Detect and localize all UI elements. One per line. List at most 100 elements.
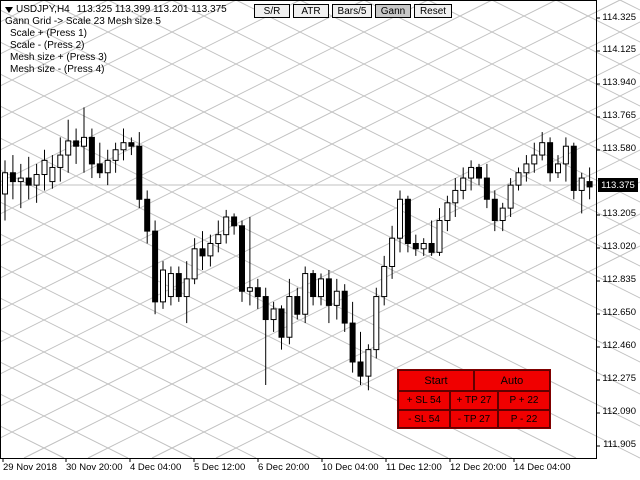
candle-body [231,216,238,227]
gann-grid-line [0,73,640,395]
candle-body [57,154,64,168]
gann-grid-line [23,149,640,459]
start-button[interactable]: Start [398,370,474,391]
symbol-name: USDJPY,H4 [16,4,70,15]
gann-grid-line [0,0,237,119]
candle-body [444,202,451,222]
time-label: 4 Dec 04:00 [130,462,182,473]
candle-body [270,308,277,321]
candle-body [341,290,348,324]
candle-body [215,234,222,244]
bars-button[interactable]: Bars/5 [332,4,372,18]
gann-grid-line [0,0,557,279]
candle-body [278,308,285,338]
candle-body [389,237,396,267]
candle-body [404,198,411,244]
candle-body [302,273,309,315]
gann-grid-line [0,297,321,459]
candle-body [310,273,317,298]
gann-grid-line [0,85,640,407]
candle-body [365,349,372,377]
candle-body [460,177,467,191]
candle-body [586,181,593,188]
candle-body [175,273,182,298]
price-label: 114.325 [602,12,636,23]
candle-body [515,172,522,186]
candle-body [555,163,561,174]
candle-body [325,278,332,306]
candle-body [349,322,356,363]
info-line-gann: Gann Grid -> Scale 23 Mesh size 5 [5,16,161,27]
candle-body [357,361,364,377]
gann-grid-line [555,0,640,43]
candle-body [25,177,32,186]
reset-button[interactable]: Reset [414,4,452,18]
candle-body [239,225,245,292]
symbol-row: USDJPY,H4 113.325 113.399 113.201 113.37… [5,4,227,16]
price-label: 113.940 [602,77,636,88]
axis-ticks [2,17,600,462]
auto-button[interactable]: Auto [474,370,550,391]
time-label: 30 Nov 20:00 [66,462,123,473]
candle-body [428,242,435,253]
price-label: 111.905 [603,439,636,450]
time-label: 14 Dec 04:00 [514,462,571,473]
candle-body [420,242,427,250]
gann-grid-line [0,265,385,459]
gann-grid-line [235,0,640,203]
current-price-label: 113.375 [598,178,638,192]
ohlc-values: 113.325 113.399 113.201 113.375 [76,4,227,15]
chart-frame [0,0,597,459]
price-label: 112.835 [602,274,636,285]
price-label: 112.650 [602,307,636,318]
candle-body [167,273,174,298]
gann-grid-line [0,105,640,427]
candle-body [199,248,206,257]
time-label: 12 Dec 20:00 [450,462,507,473]
tp-minus-button[interactable]: - TP 27 [450,410,498,428]
info-panel: USDJPY,H4 113.325 113.399 113.201 113.37… [5,4,227,76]
candle-body [183,278,190,298]
gann-grid-line [43,0,640,299]
sr-button[interactable]: S/R [254,4,290,18]
candle-body [112,149,119,161]
tp-plus-button[interactable]: + TP 27 [450,391,498,410]
price-label: 113.765 [602,110,636,121]
price-label: 114.125 [602,44,636,55]
indicator-toolbar: S/R ATR Bars/5 Gann Reset [254,4,452,18]
candle-body [397,198,403,239]
candle-body [120,142,127,151]
gann-grid-line [0,0,301,151]
sl-minus-button[interactable]: - SL 54 [398,410,450,428]
candle-body [49,166,56,183]
candle-body [436,220,443,253]
candle-body [96,163,103,174]
candle-body [223,216,230,236]
candle-body [476,166,482,179]
time-label: 6 Dec 20:00 [258,462,310,473]
gann-grid-line [0,0,429,215]
info-line-scale-minus: Scale - (Press 2) [10,40,85,51]
candle-body [144,198,151,232]
dropdown-triangle-icon[interactable] [5,7,13,13]
price-label: 112.090 [602,406,636,417]
p-minus-button[interactable]: P - 22 [498,410,550,428]
p-plus-button[interactable]: P + 22 [498,391,550,410]
gann-grid-line [107,0,640,267]
candle-body [333,290,340,306]
time-label: 11 Dec 12:00 [386,462,442,473]
gann-grid-line [0,41,640,363]
candles [2,107,593,391]
gann-grid-line [0,0,365,183]
gann-button[interactable]: Gann [375,4,411,18]
gann-grid-line [151,213,640,459]
candle-body [523,163,530,174]
candle-body [2,172,8,195]
gann-grid-line [427,0,640,107]
candle-body [254,287,261,298]
sl-plus-button[interactable]: + SL 54 [398,391,450,410]
atr-button[interactable]: ATR [293,4,329,18]
candle-body [539,142,546,156]
gann-grid-line [0,53,640,375]
